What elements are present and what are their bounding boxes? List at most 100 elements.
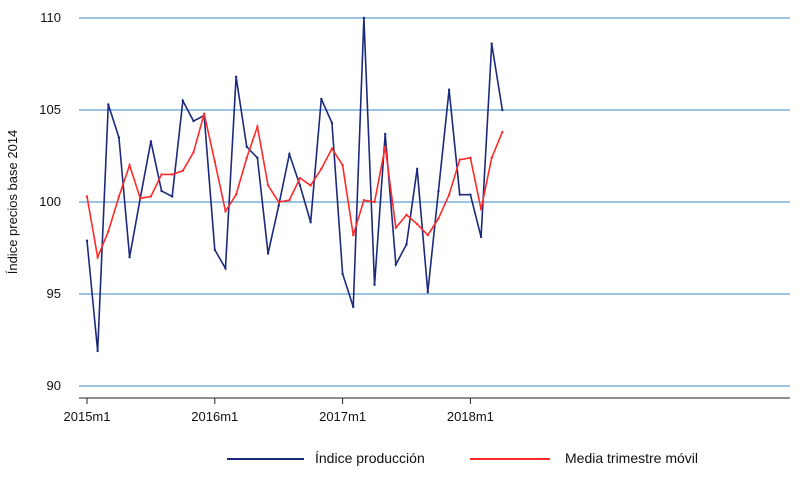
data-point [85,195,89,198]
data-point [107,230,110,233]
data-point [107,103,110,106]
data-point [458,158,461,161]
data-point [288,152,291,156]
data-point [181,169,185,172]
data-point [245,156,248,160]
data-point [160,173,163,176]
y-tick-label: 110 [40,10,61,25]
y-axis-title: Índice precios base 2014 [5,130,20,275]
data-point [202,112,206,115]
x-tick-label: 2016m1 [191,409,238,424]
x-tick-label: 2018m1 [447,409,494,424]
data-point [437,217,440,220]
data-point [320,167,323,171]
data-point [362,198,366,202]
data-point [490,156,493,160]
legend-item: Índice producción [227,450,425,466]
data-point [181,99,185,103]
data-point [415,222,419,226]
series-indice-produccion [85,16,504,353]
x-tick-label: 2017m1 [319,409,366,424]
data-point [309,221,312,224]
data-point [426,290,429,294]
data-point [128,256,131,259]
x-tick-labels: 2015m1 2016m1 2017m1 2018m1 [64,409,494,424]
y-tick-label: 105 [39,102,61,117]
series-line [86,113,504,261]
data-point [341,272,344,275]
data-point [298,176,302,180]
data-point [256,156,259,160]
legend: Índice producción Media trimestre móvil [227,450,698,466]
data-point [224,210,227,213]
data-point [447,88,451,91]
data-point [85,239,89,242]
data-point [117,195,121,198]
legend-item: Media trimestre móvil [470,450,698,466]
data-point [352,305,355,309]
data-point [405,213,408,217]
data-point [309,184,312,187]
data-point [469,156,472,160]
data-point [405,243,408,246]
data-point [149,140,153,143]
data-point [415,167,419,171]
data-point [501,108,504,112]
data-point [479,235,483,239]
data-point [384,132,387,136]
data-point [245,145,248,148]
data-point [256,125,259,128]
data-point [96,256,99,259]
data-point [447,193,451,196]
data-point [362,16,366,20]
data-point [192,151,195,154]
data-point [298,184,302,187]
data-point [128,164,131,167]
data-point [373,200,376,204]
data-point [330,147,334,150]
data-point [117,136,121,139]
data-point [469,193,472,196]
data-point [213,160,216,163]
data-point [224,267,227,270]
data-point [394,226,398,229]
data-point [288,198,291,202]
data-point [501,130,504,134]
data-point [213,248,216,252]
data-point [139,197,142,200]
gridlines [79,17,790,387]
data-point [160,189,163,193]
y-tick-label: 90 [47,378,61,393]
y-tick-label: 95 [47,286,61,301]
data-point [266,184,270,187]
series-layer [85,16,504,353]
legend-label: Índice producción [315,450,425,466]
data-point [341,164,344,167]
data-point [373,283,376,286]
data-point [320,97,323,101]
data-point [234,75,238,79]
x-ticks [86,398,471,404]
data-point [437,189,440,193]
legend-label: Media trimestre móvil [565,450,698,466]
data-point [266,252,270,255]
data-point [352,233,355,237]
data-point [330,121,334,125]
data-point [458,193,461,196]
data-point [394,263,398,266]
data-point [171,195,174,198]
data-point [149,195,153,198]
data-point [490,42,493,45]
data-point [277,204,280,207]
data-point [96,349,99,353]
data-point [479,208,483,211]
x-tick-label: 2015m1 [64,409,111,424]
y-tick-labels: 90 95 100 105 110 [39,10,61,393]
series-line [86,17,504,352]
data-point [277,200,280,204]
y-tick-label: 100 [39,194,61,209]
data-point [426,233,429,237]
data-point [171,173,174,176]
data-point [384,145,387,148]
